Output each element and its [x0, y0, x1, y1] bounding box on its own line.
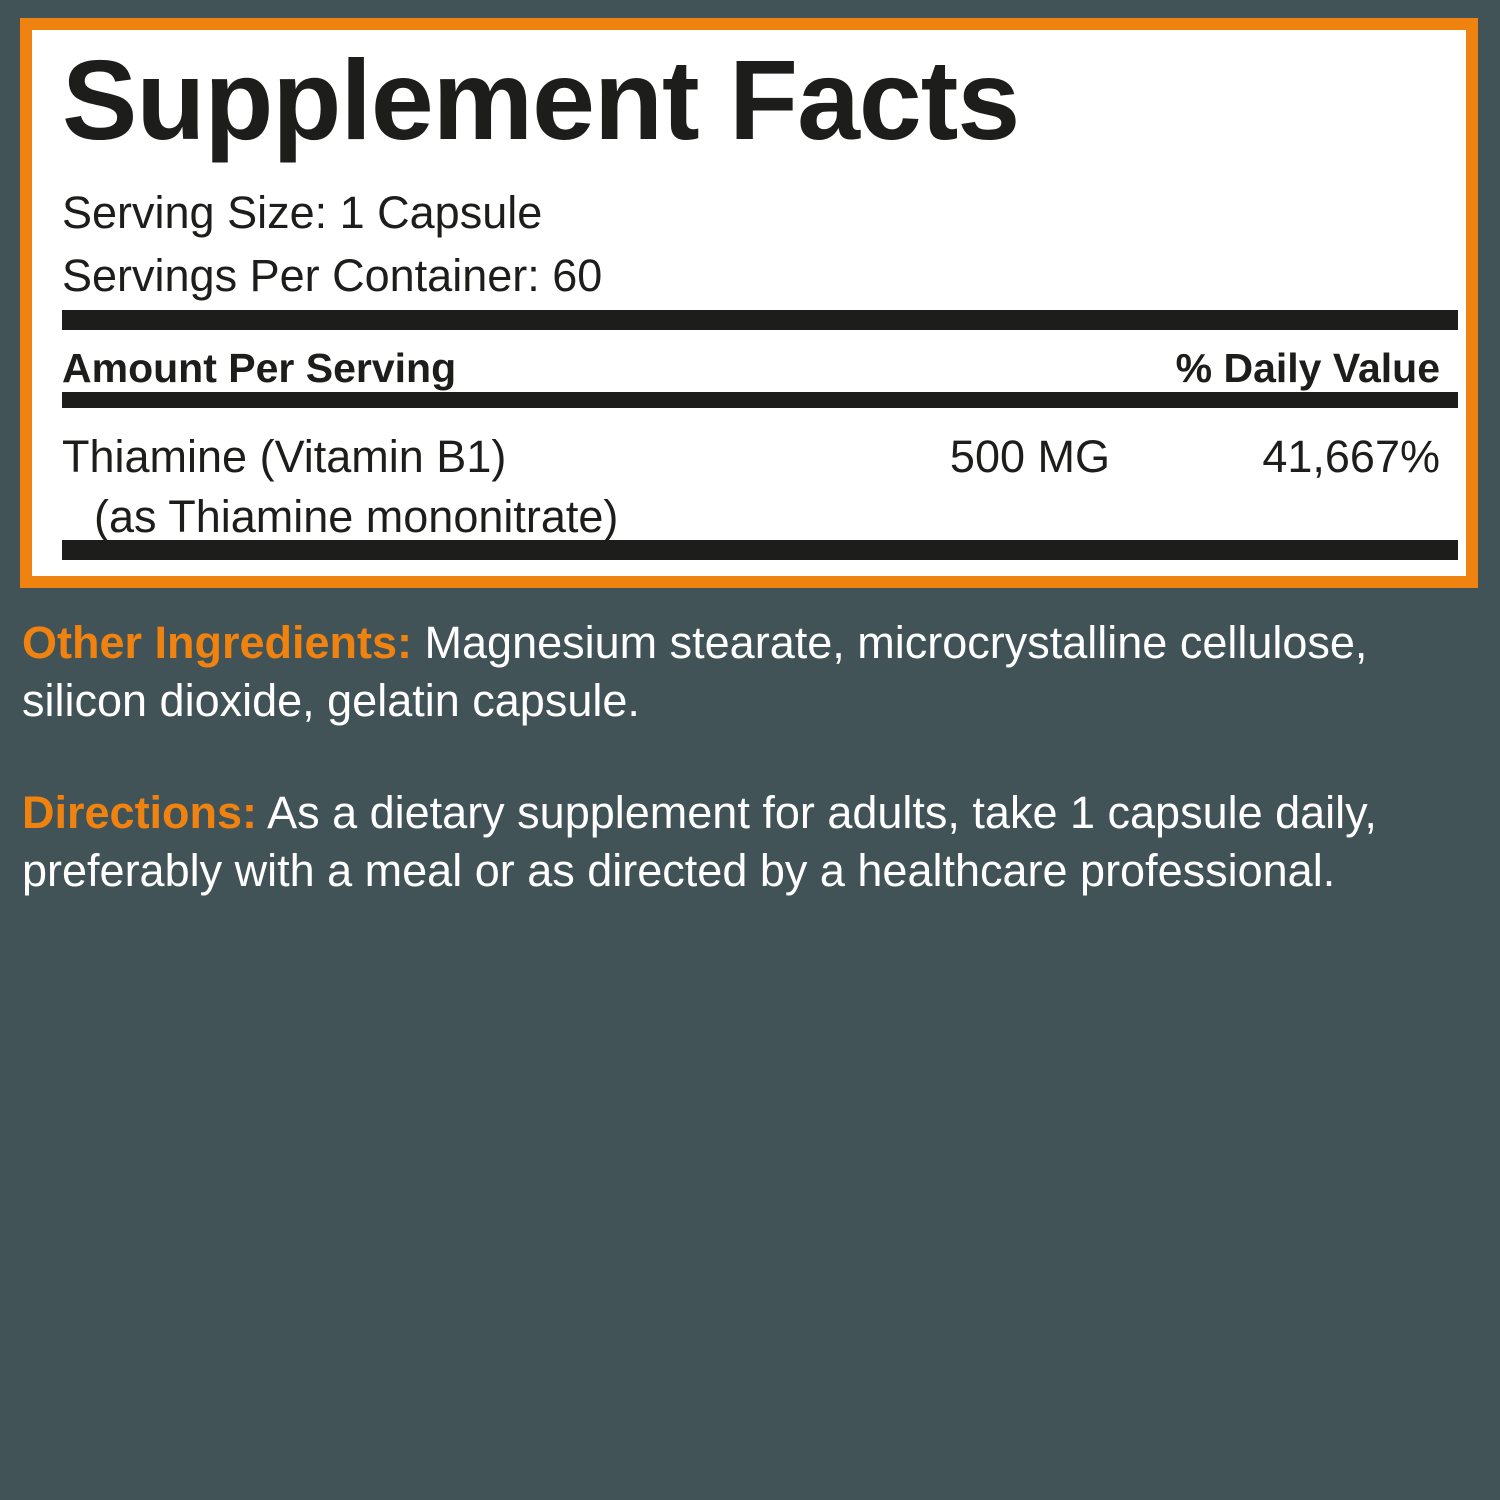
other-ingredients: Other Ingredients: Magnesium stearate, m… [22, 614, 1482, 730]
header-amount-per-serving: Amount Per Serving [62, 345, 457, 391]
other-ingredients-text-2: silicon dioxide, gelatin capsule. [22, 675, 640, 726]
serving-size: Serving Size: 1 Capsule [62, 187, 543, 238]
nutrient-source: (as Thiamine mononitrate) [94, 491, 619, 542]
divider [62, 392, 1458, 408]
directions-text-1: As a dietary supplement for adults, take… [257, 787, 1377, 838]
nutrient-amount: 500 MG [949, 431, 1110, 482]
header-daily-value: % Daily Value [1175, 345, 1440, 391]
servings-per-container: Servings Per Container: 60 [62, 250, 603, 301]
divider-thick [62, 310, 1458, 330]
directions: Directions: As a dietary supplement for … [22, 784, 1482, 900]
nutrient-daily-value: 41,667% [1262, 431, 1440, 482]
directions-label: Directions: [22, 787, 258, 838]
nutrient-name: Thiamine (Vitamin B1) [62, 431, 507, 482]
other-ingredients-text-1: Magnesium stearate, microcrystalline cel… [412, 617, 1368, 668]
directions-text-2: preferably with a meal or as directed by… [22, 845, 1336, 896]
other-ingredients-label: Other Ingredients: [22, 617, 413, 668]
panel-title: Supplement Facts [62, 37, 1020, 163]
supplement-facts-panel: Supplement Facts Serving Size: 1 Capsule… [20, 18, 1478, 588]
divider-thick-bottom [62, 540, 1458, 560]
